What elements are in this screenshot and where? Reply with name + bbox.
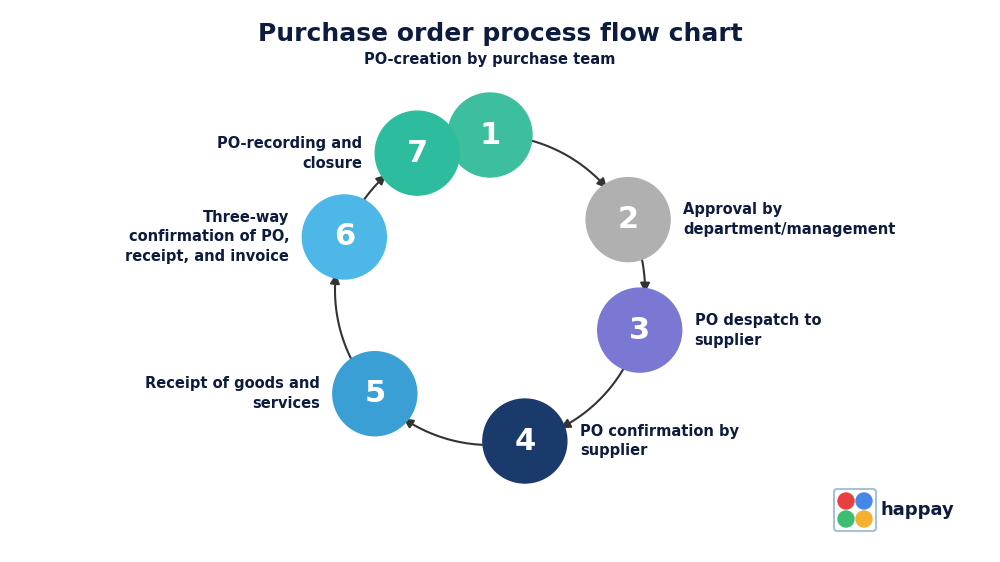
Text: Receipt of goods and
services: Receipt of goods and services (145, 377, 320, 411)
Text: 4: 4 (514, 427, 535, 456)
Circle shape (375, 111, 459, 195)
FancyBboxPatch shape (834, 489, 876, 531)
Circle shape (856, 511, 872, 527)
Circle shape (838, 493, 854, 509)
Text: 2: 2 (618, 205, 639, 234)
Text: happay: happay (881, 501, 955, 519)
Circle shape (448, 93, 532, 177)
Text: 5: 5 (364, 379, 385, 408)
Circle shape (856, 493, 872, 509)
Text: 7: 7 (407, 139, 428, 167)
Text: 3: 3 (629, 316, 650, 345)
Text: Purchase order process flow chart: Purchase order process flow chart (258, 22, 742, 46)
Text: PO-recording and
closure: PO-recording and closure (217, 136, 362, 170)
Text: Approval by
department/management: Approval by department/management (683, 202, 895, 237)
Text: PO-creation by purchase team: PO-creation by purchase team (364, 52, 616, 67)
Text: PO despatch to
supplier: PO despatch to supplier (695, 312, 821, 347)
Text: Three-way
confirmation of PO,
receipt, and invoice: Three-way confirmation of PO, receipt, a… (125, 210, 289, 264)
Text: PO confirmation by
supplier: PO confirmation by supplier (580, 424, 739, 459)
Text: 6: 6 (334, 223, 355, 251)
Circle shape (302, 195, 386, 279)
Circle shape (333, 352, 417, 436)
Circle shape (598, 288, 682, 372)
Circle shape (483, 399, 567, 483)
Text: 1: 1 (479, 120, 501, 149)
Circle shape (586, 178, 670, 262)
Circle shape (838, 511, 854, 527)
